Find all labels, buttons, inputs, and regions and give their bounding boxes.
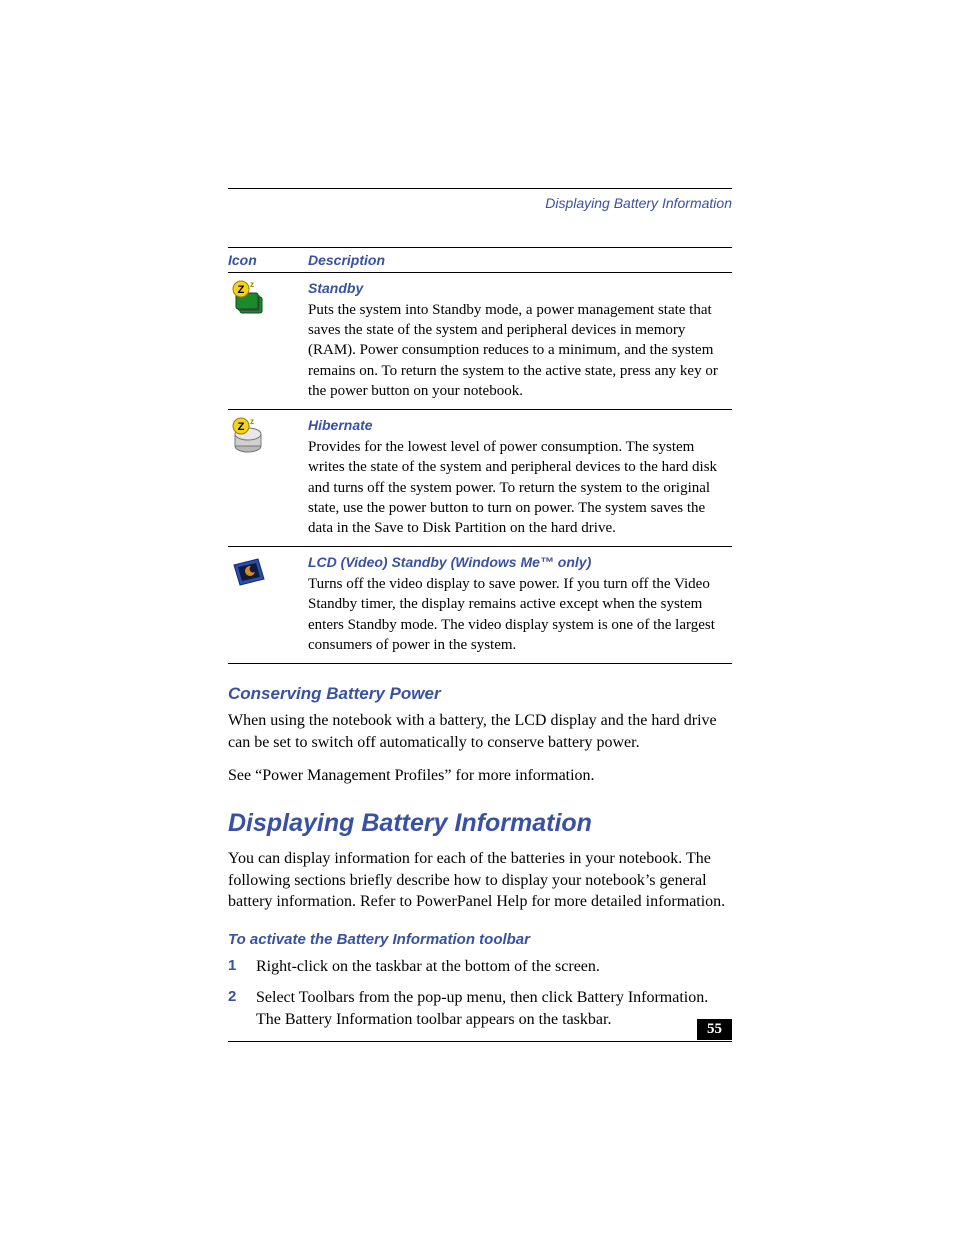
table-header-description: Description: [308, 248, 732, 273]
row-description: Provides for the lowest level of power c…: [308, 437, 732, 538]
paragraph: You can display information for each of …: [228, 848, 732, 913]
subheading-conserving: Conserving Battery Power: [228, 684, 732, 704]
paragraph: See “Power Management Profiles” for more…: [228, 765, 732, 787]
icon-cell: Z z: [228, 273, 308, 410]
row-title: Hibernate: [308, 416, 732, 435]
icon-cell: [228, 547, 308, 664]
svg-text:Z: Z: [238, 284, 245, 296]
standby-icon: Z z: [228, 307, 268, 323]
list-item: Right-click on the taskbar at the bottom…: [228, 956, 732, 978]
header-running-title: Displaying Battery Information: [228, 195, 732, 211]
hibernate-icon: Z z: [228, 444, 268, 460]
footer-rule: [228, 1041, 732, 1042]
paragraph: When using the notebook with a battery, …: [228, 710, 732, 753]
table-row: LCD (Video) Standby (Windows Me™ only) T…: [228, 547, 732, 664]
top-rule: [228, 188, 732, 189]
page-number: 55: [697, 1019, 732, 1040]
description-cell: Standby Puts the system into Standby mod…: [308, 273, 732, 410]
footer: 55: [228, 1041, 732, 1042]
row-description: Turns off the video display to save powe…: [308, 574, 732, 655]
icon-cell: Z z: [228, 410, 308, 547]
row-title: LCD (Video) Standby (Windows Me™ only): [308, 553, 732, 572]
svg-text:Z: Z: [238, 421, 245, 433]
list-item: Select Toolbars from the pop-up menu, th…: [228, 987, 732, 1030]
table-row: Z z Hibernate Provides for the lowest le…: [228, 410, 732, 547]
row-description: Puts the system into Standby mode, a pow…: [308, 300, 732, 401]
content-frame: Displaying Battery Information Icon Desc…: [228, 188, 732, 1041]
steps-list: Right-click on the taskbar at the bottom…: [228, 956, 732, 1031]
table-header-row: Icon Description: [228, 248, 732, 273]
icon-description-table: Icon Description Z: [228, 247, 732, 664]
table-header-icon: Icon: [228, 248, 308, 273]
svg-text:z: z: [250, 417, 254, 426]
table-row: Z z Standby Puts the system into Standby…: [228, 273, 732, 410]
lcd-standby-icon: [228, 581, 268, 597]
subheading-activate: To activate the Battery Information tool…: [228, 931, 732, 948]
description-cell: LCD (Video) Standby (Windows Me™ only) T…: [308, 547, 732, 664]
page: Displaying Battery Information Icon Desc…: [0, 0, 954, 1235]
heading-displaying: Displaying Battery Information: [228, 809, 732, 838]
svg-text:z: z: [250, 280, 254, 289]
description-cell: Hibernate Provides for the lowest level …: [308, 410, 732, 547]
row-title: Standby: [308, 279, 732, 298]
